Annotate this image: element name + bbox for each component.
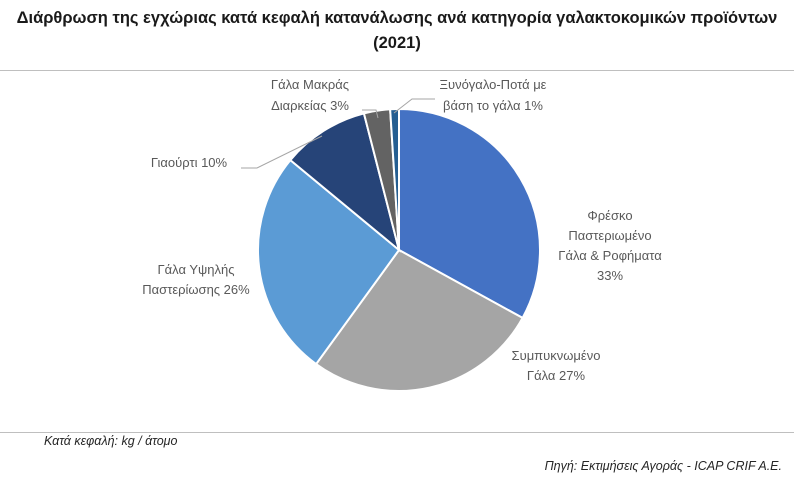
- leader-line-4: [241, 135, 323, 169]
- slice-label-2: Συμπυκνωμένο Γάλα 27%: [512, 348, 601, 383]
- chart-title: Διάρθρωση της εγχώριας κατά κεφαλή καταν…: [16, 9, 778, 52]
- slice-label-5: Γάλα Μακράς Διαρκείας 3%: [271, 77, 349, 113]
- slice-label-6: Ξυνόγαλο-Ποτά με βάση το γάλα 1%: [440, 77, 547, 113]
- leader-lines: [241, 98, 435, 169]
- slice-labels: Φρέσκο Παστεριωμένο Γάλα & Ροφήματα 33% Συμπ…: [142, 77, 662, 383]
- bottom-divider: [0, 432, 794, 433]
- pie-slice-2: [314, 248, 524, 392]
- pie-slices: [257, 107, 541, 392]
- source-note: Πηγή: Εκτιμήσεις Αγοράς - ICAP CRIF A.E.: [544, 459, 782, 473]
- unit-note: Κατά κεφαλή: kg / άτομο: [44, 434, 178, 448]
- slice-label-3: Γάλα Υψηλής Παστερίωσης 26%: [142, 262, 250, 297]
- leader-line-5: [362, 109, 379, 119]
- slice-label-1: Φρέσκο Παστεριωμένο Γάλα & Ροφήματα 33%: [558, 208, 662, 283]
- pie-slice-1: [398, 107, 541, 320]
- top-divider: [0, 70, 794, 71]
- leader-line-6: [393, 98, 435, 114]
- slice-label-4: Γιαούρτι 10%: [151, 155, 228, 170]
- pie-slice-3: [257, 158, 401, 366]
